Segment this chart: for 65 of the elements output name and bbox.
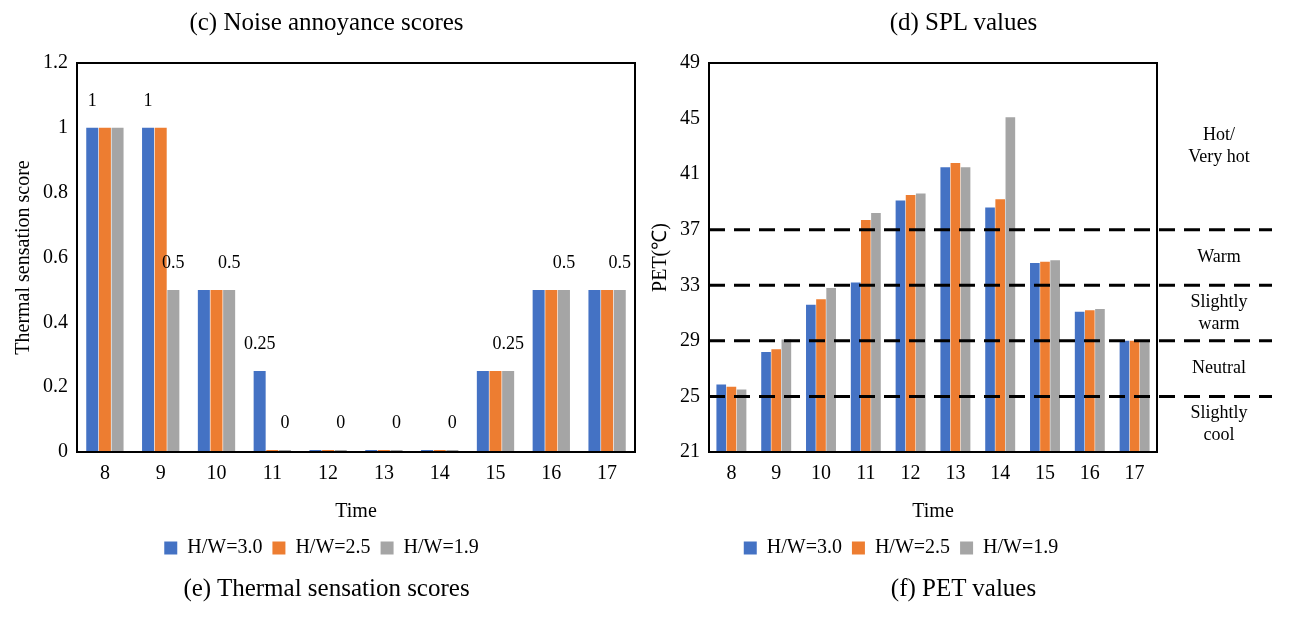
x-tick-label: 16: [1079, 461, 1100, 484]
x-tick-label: 8: [726, 461, 737, 484]
y-tick-label: 0.4: [43, 309, 68, 332]
text: (c) Noise annoyance scores: [188, 8, 465, 38]
y-axis-title: Thermal sensation score: [11, 160, 34, 355]
text: Neutral: [1192, 357, 1246, 378]
y-tick-label: 49: [680, 50, 700, 73]
legend-label: H/W=3.0: [766, 535, 842, 558]
x-tick-label: 17: [1124, 461, 1145, 484]
y-tick-label: 0.8: [43, 179, 68, 202]
data-label: 1: [87, 89, 97, 110]
legend-label: H/W=2.5: [295, 535, 371, 558]
data-label: 0.25: [243, 332, 276, 353]
data-label: 0: [392, 411, 402, 432]
y-tick-label: 21: [680, 439, 700, 462]
legend-label: H/W=1.9: [983, 535, 1059, 558]
y-tick-label: 1: [58, 115, 68, 138]
data-label: 0.5: [217, 251, 241, 272]
x-tick-label: 17: [597, 461, 618, 484]
text: Hot/ Very hot: [1188, 124, 1250, 167]
x-tick-label: 10: [206, 461, 227, 484]
x-tick-label: 10: [811, 461, 831, 484]
y-tick-label: 0.2: [43, 374, 68, 397]
x-tick-label: 13: [945, 461, 966, 484]
x-tick-label: 11: [856, 461, 876, 484]
data-label: 0.5: [608, 251, 631, 272]
x-tick-label: 14: [429, 461, 450, 484]
y-tick-label: 29: [680, 328, 700, 351]
data-label: 0.5: [552, 251, 576, 272]
y-tick-label: 37: [680, 216, 700, 239]
x-tick-label: 13: [373, 461, 394, 484]
x-tick-label: 9: [155, 461, 166, 484]
y-tick-label: 25: [680, 383, 700, 406]
legend-label: H/W=3.0: [187, 535, 263, 558]
x-tick-label: 12: [318, 461, 339, 484]
x-tick-label: 11: [262, 461, 282, 484]
x-tick-label: 16: [541, 461, 562, 484]
text: (e) Thermal sensation scores: [182, 574, 471, 602]
x-tick-label: 8: [99, 461, 110, 484]
x-axis-title: Time: [335, 499, 377, 522]
data-label: 0.25: [492, 332, 524, 353]
y-tick-label: 41: [680, 161, 700, 184]
x-axis-title: Time: [912, 499, 954, 522]
y-tick-label: 45: [680, 105, 700, 128]
x-tick-label: 15: [485, 461, 506, 484]
y-axis-title: PET(℃): [648, 223, 672, 292]
data-label: 0: [447, 411, 457, 432]
text: (d) SPL values: [888, 8, 1039, 38]
text: Slightly cool: [1190, 401, 1248, 444]
x-tick-label: 15: [1035, 461, 1055, 484]
legend-label: H/W=2.5: [874, 535, 951, 558]
x-tick-label: 12: [900, 461, 921, 484]
text: Slightly warm: [1190, 290, 1248, 333]
data-label: 0: [280, 411, 290, 432]
text: Warm: [1197, 246, 1241, 267]
y-tick-label: 0: [58, 439, 68, 462]
y-tick-label: 1.2: [43, 50, 68, 73]
data-label: 1: [143, 89, 153, 110]
x-tick-label: 9: [771, 461, 782, 484]
data-label: 0: [336, 411, 346, 432]
text: (f) PET values: [889, 574, 1038, 602]
legend-label: H/W=1.9: [403, 535, 479, 558]
x-tick-label: 14: [990, 461, 1011, 484]
y-tick-label: 0.6: [43, 244, 68, 267]
y-tick-label: 33: [680, 272, 700, 295]
